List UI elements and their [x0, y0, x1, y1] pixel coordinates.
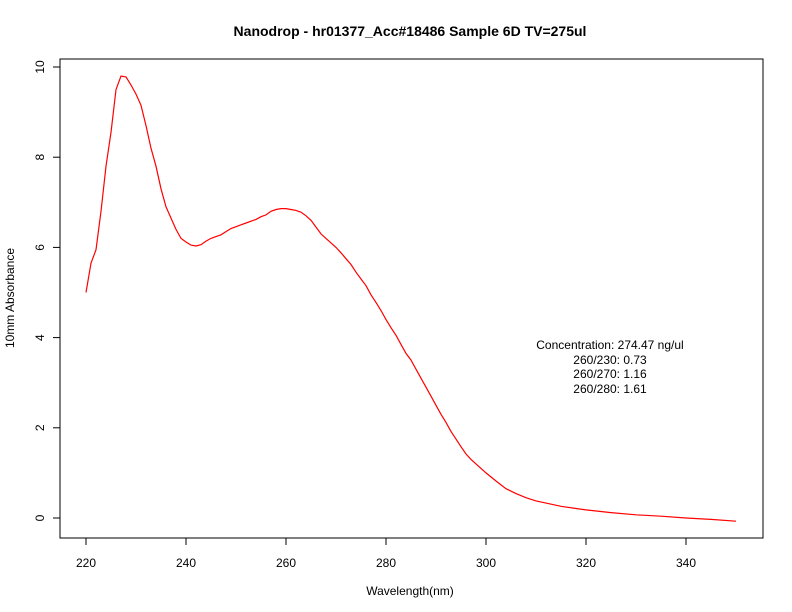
- absorbance-series-line: [85, 75, 737, 522]
- x-tick-label: 220: [76, 556, 96, 570]
- y-axis-label: 10mm Absorbance: [3, 248, 17, 348]
- x-axis: 220 240 260 280 300 320 340: [76, 538, 696, 570]
- x-tick-label: 260: [276, 556, 296, 570]
- x-axis-label: Wavelength(nm): [366, 584, 454, 598]
- y-tick-label: 8: [33, 154, 47, 161]
- annotation-260-280: 260/280: 1.61: [573, 382, 647, 396]
- x-tick-label: 340: [676, 556, 696, 570]
- plot-frame: [59, 58, 764, 539]
- annotation-260-230: 260/230: 0.73: [573, 353, 647, 367]
- x-tick-label: 280: [376, 556, 396, 570]
- series-group: [85, 75, 737, 522]
- y-tick-label: 6: [33, 244, 47, 251]
- x-tick-label: 300: [476, 556, 496, 570]
- y-tick-label: 4: [33, 334, 47, 341]
- annotation-260-270: 260/270: 1.16: [573, 367, 647, 381]
- chart-title: Nanodrop - hr01377_Acc#18486 Sample 6D T…: [234, 23, 587, 39]
- annotation-block: Concentration: 274.47 ng/ul 260/230: 0.7…: [536, 338, 683, 396]
- x-tick-label: 320: [576, 556, 596, 570]
- y-tick-label: 10: [33, 60, 47, 74]
- y-axis: 0 2 4 6 8 10: [33, 60, 60, 521]
- y-tick-label: 0: [33, 514, 47, 521]
- y-tick-label: 2: [33, 424, 47, 431]
- x-tick-label: 240: [176, 556, 196, 570]
- annotation-concentration: Concentration: 274.47 ng/ul: [536, 338, 683, 352]
